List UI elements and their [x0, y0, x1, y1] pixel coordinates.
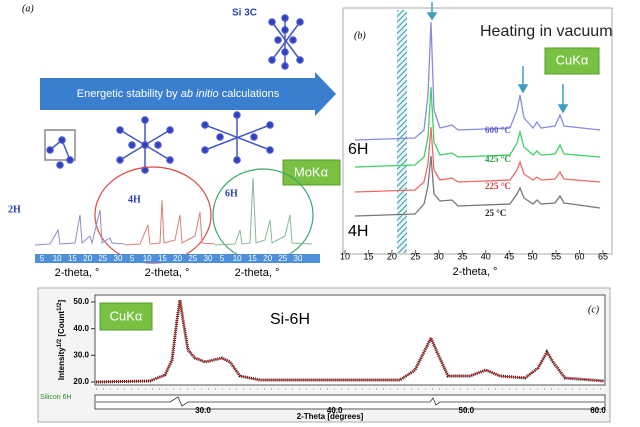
tick-label: 15 — [248, 254, 257, 263]
tick-label: 20 — [173, 254, 182, 263]
highlight-6h — [212, 168, 314, 262]
badge — [544, 47, 600, 75]
label-part: Intensity — [57, 347, 66, 380]
badge-text: CuKα — [110, 308, 143, 323]
panel-title: Si-6H — [270, 311, 310, 328]
tick-label: 5 — [130, 254, 135, 263]
tick-label: 10 — [53, 254, 62, 263]
phase-label: Silicon 6H — [40, 394, 72, 401]
crystal-3c — [268, 14, 304, 70]
tick-label: 5 — [40, 254, 45, 263]
tick-label: 30 — [204, 254, 213, 263]
tick-label: 25 — [98, 254, 107, 263]
highlight-4h — [94, 166, 212, 264]
pattern-line — [214, 177, 313, 246]
badge — [99, 302, 153, 331]
panel-title: Heating in vacuum — [480, 23, 613, 40]
pattern-line — [354, 86, 601, 168]
crystals — [44, 111, 274, 174]
pattern-line — [124, 199, 216, 246]
label-part: [Count — [57, 311, 66, 339]
tick-label: 25 — [278, 254, 287, 263]
x-tick-label: 40 — [481, 251, 491, 261]
tick-label: 30 — [294, 254, 303, 263]
tick-label: 20 — [83, 254, 92, 263]
panel-label: (c) — [588, 304, 600, 315]
arrow-text-part: ab initio — [181, 88, 219, 100]
tick-label: 10 — [233, 254, 242, 263]
panel-label: (b) — [354, 30, 366, 41]
x-tick-label: 15 — [363, 251, 373, 261]
x-tick-label: 60 — [575, 251, 585, 261]
tick-label: 25 — [188, 254, 197, 263]
temperature-label: 600 °C — [485, 125, 511, 135]
x-tick-label: 65 — [598, 251, 608, 261]
temperature-label: 25 °C — [485, 208, 506, 218]
tick-label: 20 — [263, 254, 272, 263]
x-axis-label: 2-theta, ° — [55, 267, 100, 279]
label-part: 1/2 — [57, 302, 63, 311]
y-tick-label: 30.0 — [73, 350, 89, 359]
pattern-label: 2H — [8, 204, 21, 215]
x-tick-label: 60.0 — [590, 406, 606, 415]
badge-text: CuKα — [556, 52, 589, 67]
x-tick-label: 30.0 — [195, 406, 211, 415]
x-axis-label: 2-theta, ° — [453, 266, 498, 278]
label-part: ] — [57, 300, 66, 303]
fit-curve — [95, 299, 605, 383]
arrow-text-part: calculations — [219, 88, 280, 100]
tick-label: 30 — [114, 254, 123, 263]
panel-label: (a) — [22, 3, 34, 14]
x-tick-label: 55 — [551, 251, 561, 261]
x-axis-label: 2-Theta [degrees] — [297, 412, 364, 421]
tick-label: 15 — [158, 254, 167, 263]
x-tick-label: 45 — [504, 251, 514, 261]
pattern-line — [354, 155, 601, 217]
arrow-text-part: Energetic stability by — [77, 88, 181, 100]
temperature-label: 425 °C — [485, 154, 511, 164]
panel-frame — [342, 7, 613, 255]
y-tick-label: 20.0 — [73, 377, 89, 386]
x-tick-label: 50.0 — [459, 406, 475, 415]
x-tick-label: 30 — [434, 251, 444, 261]
x-tick-label: 40.0 — [327, 406, 343, 415]
tick-label: 10 — [143, 254, 152, 263]
pattern-label: 4H — [128, 194, 141, 205]
x-tick-label: 25 — [410, 251, 420, 261]
axis-bar — [35, 254, 320, 263]
phase-label: 4H — [348, 223, 368, 240]
pattern-line — [354, 21, 601, 141]
x-tick-label: 10 — [340, 251, 350, 261]
y-axis-label: Intensity1/2 [Count1/2] — [57, 300, 67, 381]
arrow-text: Energetic stability by ab initio calcula… — [77, 88, 280, 100]
temperature-label: 225 °C — [485, 181, 511, 191]
x-tick-label: 20 — [387, 251, 397, 261]
structure-label: Si 3C — [232, 8, 257, 19]
y-tick-label: 40.0 — [73, 324, 89, 333]
pattern-line — [354, 126, 601, 193]
arrows — [426, 2, 569, 114]
arrow — [40, 72, 336, 116]
x-tick-label: 35 — [457, 251, 467, 261]
residual-curve — [96, 396, 604, 407]
tick-label: 5 — [220, 254, 225, 263]
phase-label: 6H — [348, 141, 368, 158]
plot-area — [94, 294, 606, 386]
pattern-line — [34, 209, 126, 246]
badge — [282, 159, 341, 186]
badge-text: MoKα — [294, 164, 329, 179]
label-part: 1/2 — [57, 338, 63, 347]
y-tick-label: 50.0 — [73, 297, 89, 306]
x-axis-label: 2-theta, ° — [235, 267, 280, 279]
pattern-label: 6H — [225, 188, 238, 199]
hatched-band — [397, 10, 407, 253]
x-axis-label: 2-theta, ° — [145, 267, 190, 279]
tick-label: 15 — [68, 254, 77, 263]
x-tick-label: 50 — [528, 251, 538, 261]
